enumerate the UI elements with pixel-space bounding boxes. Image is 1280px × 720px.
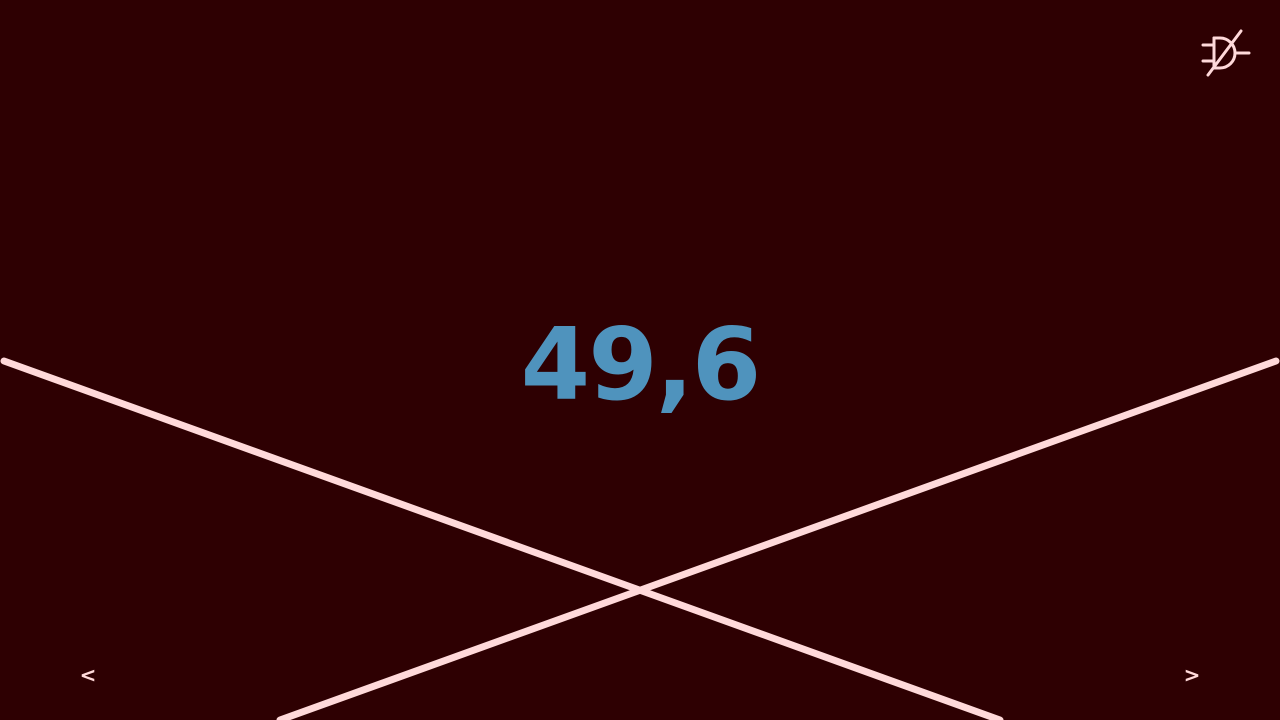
reading-value: 49,6: [520, 306, 762, 423]
next-button[interactable]: >: [1183, 663, 1201, 687]
diagonal-line-right: [276, 357, 1280, 720]
unplugged-icon[interactable]: [1200, 28, 1252, 80]
diagonal-line-left: [0, 357, 1004, 720]
previous-button[interactable]: <: [79, 663, 97, 687]
